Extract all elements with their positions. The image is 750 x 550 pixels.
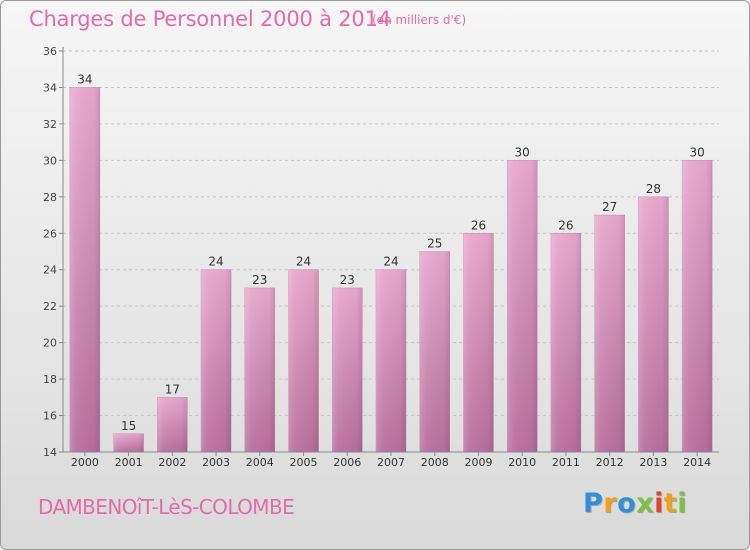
x-tick-label: 2004 [246, 456, 274, 469]
logo-letter: o [617, 488, 637, 519]
x-tick-label: 2000 [71, 456, 99, 469]
logo-letter: r [603, 488, 618, 519]
chart-title: Charges de Personnel 2000 à 2014 [29, 7, 391, 31]
bar-shade [113, 433, 144, 452]
x-tick-label: 2008 [421, 456, 449, 469]
chart-subtitle: (en milliers d'€) [372, 13, 467, 27]
data-label: 26 [558, 218, 573, 232]
y-tick-label: 24 [43, 264, 57, 277]
x-tick-label: 2002 [158, 456, 186, 469]
logo-letter: P [583, 488, 604, 519]
bar-shade [69, 87, 100, 453]
town-name: DAMBENOîT-LèS-COLOMBE [38, 495, 295, 519]
x-tick-label: 2007 [377, 456, 405, 469]
logo-letter: i [654, 488, 664, 519]
y-tick-label: 28 [43, 191, 57, 204]
x-tick-label: 2005 [290, 456, 318, 469]
data-label: 25 [427, 237, 442, 251]
data-label: 23 [340, 273, 355, 287]
x-tick-label: 2006 [333, 456, 361, 469]
x-tick-label: 2014 [683, 456, 711, 469]
bar-shade [419, 251, 450, 452]
logo-letter: x [636, 488, 655, 519]
bar-shade [201, 269, 232, 452]
data-label: 26 [471, 218, 486, 232]
bar-shade [638, 196, 669, 452]
data-label: 34 [77, 72, 92, 86]
x-tick-label: 2010 [508, 456, 536, 469]
data-labels: 34 15 17 24 23 24 23 24 25 26 30 26 27 28 30 [77, 72, 705, 432]
data-label: 27 [602, 200, 617, 214]
data-label: 28 [646, 182, 661, 196]
bar-shade [594, 215, 625, 452]
bar-shade [463, 233, 494, 452]
y-tick-label: 14 [43, 446, 57, 459]
x-tick-label: 2003 [202, 456, 230, 469]
x-tick-label: 2001 [115, 456, 143, 469]
y-tick-label: 22 [43, 300, 57, 313]
y-tick-label: 36 [43, 45, 57, 58]
bar-shade [332, 287, 363, 452]
y-tick-label: 26 [43, 227, 57, 240]
proxiti-logo[interactable]: Proxiti [583, 488, 687, 519]
x-tick-label: 2009 [464, 456, 492, 469]
logo-letter: t [663, 488, 678, 519]
data-label: 17 [165, 382, 180, 396]
logo-letter: i [677, 488, 688, 519]
bar-shade [157, 397, 188, 452]
y-tick-label: 20 [43, 337, 57, 350]
x-tick-label: 2012 [596, 456, 624, 469]
y-tick-label: 18 [43, 373, 57, 386]
data-label: 24 [208, 255, 223, 269]
data-label: 23 [252, 273, 267, 287]
bar-shade [376, 269, 406, 452]
y-tick-label: 30 [43, 154, 57, 167]
data-label: 30 [689, 145, 704, 159]
bar-shade [507, 160, 538, 452]
bar-shade [244, 287, 275, 452]
x-tick-label: 2013 [639, 456, 667, 469]
y-tick-label: 34 [43, 81, 57, 94]
data-label: 30 [515, 145, 530, 159]
bar-shade [682, 160, 713, 452]
x-tick-label: 2011 [552, 456, 580, 469]
bar-shade [550, 233, 581, 452]
data-label: 24 [296, 255, 311, 269]
data-label: 15 [121, 419, 136, 433]
y-tick-label: 16 [43, 410, 57, 423]
bar-shade [288, 269, 319, 452]
axes: 14 16 18 20 22 24 26 28 30 32 34 36 2000 2001 2002 2003… [43, 45, 719, 469]
data-label: 24 [383, 255, 398, 269]
bars [69, 87, 713, 453]
y-tick-label: 32 [43, 118, 57, 131]
